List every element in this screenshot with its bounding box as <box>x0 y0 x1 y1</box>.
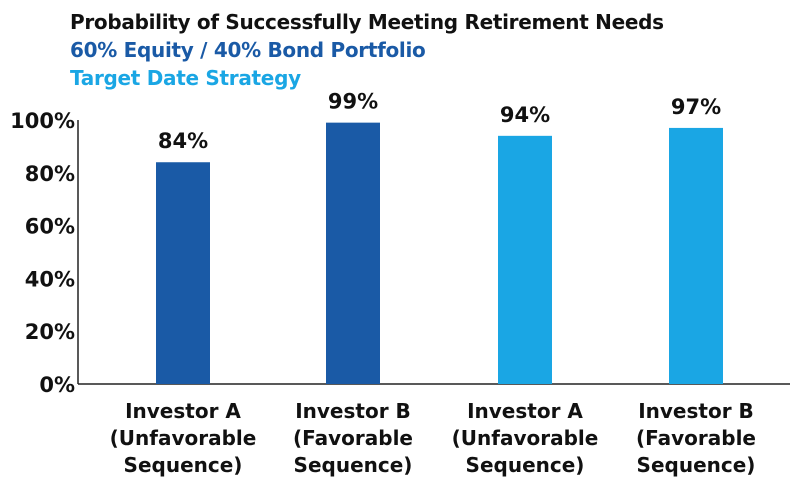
chart-title: Probability of Successfully Meeting Reti… <box>70 10 664 34</box>
y-tick-label: 20% <box>25 320 75 344</box>
x-category-label: (Unfavorable <box>452 426 599 450</box>
bar <box>156 162 210 384</box>
bar <box>498 135 552 384</box>
x-category-label: Sequence) <box>294 453 413 477</box>
x-category-label: Investor B <box>295 399 411 423</box>
legend-series-equity-bond: 60% Equity / 40% Bond Portfolio <box>70 38 426 62</box>
x-category-label: Sequence) <box>124 453 243 477</box>
y-tick-label: 60% <box>25 215 75 239</box>
x-category-label: (Unfavorable <box>110 426 257 450</box>
y-tick-label: 100% <box>10 109 75 133</box>
bar <box>669 127 723 385</box>
x-category-label: (Favorable <box>636 426 756 450</box>
x-category-label: Sequence) <box>637 453 756 477</box>
y-tick-label: 0% <box>39 373 75 397</box>
y-tick-label: 80% <box>25 162 75 186</box>
x-category-label: Investor A <box>467 399 583 423</box>
bar <box>326 122 380 384</box>
x-category-label: Investor B <box>638 399 754 423</box>
x-category-label: Investor A <box>125 399 241 423</box>
chart-title-block: Probability of Successfully Meeting Reti… <box>70 8 664 92</box>
y-tick-label: 40% <box>25 267 75 291</box>
x-category-label: Sequence) <box>466 453 585 477</box>
x-category-label: (Favorable <box>293 426 413 450</box>
bar-value-label: 84% <box>158 129 208 153</box>
legend-series-target-date: Target Date Strategy <box>70 66 301 90</box>
bar-value-label: 97% <box>671 95 721 119</box>
bar-value-label: 99% <box>328 90 378 114</box>
bar-value-label: 94% <box>500 103 550 127</box>
